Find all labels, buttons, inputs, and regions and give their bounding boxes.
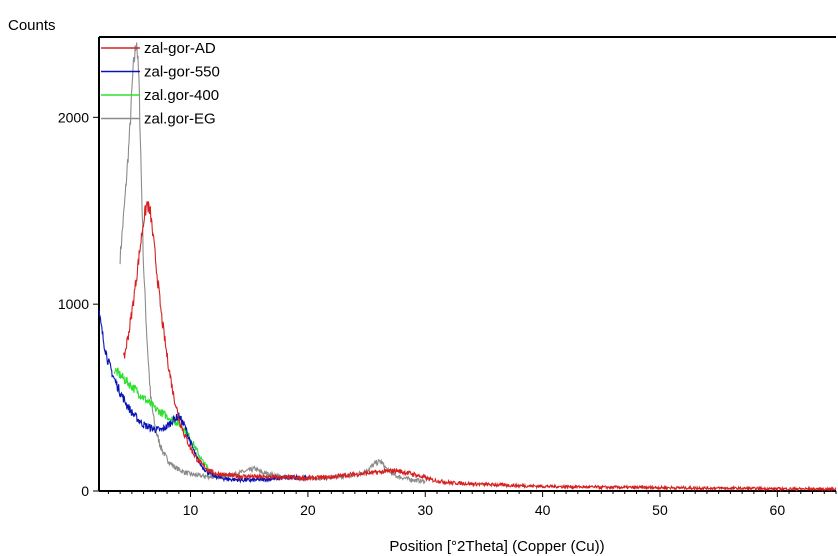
y-tick-label: 2000: [58, 109, 89, 125]
y-axis-label: Counts: [8, 17, 56, 34]
series-line-zal.gor-400: [113, 367, 215, 476]
legend-label: zal-gor-550: [144, 64, 220, 81]
legend-label: zal.gor-EG: [144, 111, 216, 128]
x-axis-label: Position [°2Theta] (Copper (Cu)): [389, 538, 604, 555]
legend-label: zal.gor-400: [144, 87, 219, 104]
series-line-zal.gor-EG: [119, 42, 426, 485]
y-tick-label: 0: [81, 483, 89, 499]
series-layer: [98, 42, 837, 493]
plot-frame: [98, 36, 836, 492]
x-tick-label: 40: [535, 502, 551, 518]
y-tick-label: 1000: [58, 296, 89, 312]
x-tick-label: 60: [770, 502, 786, 518]
legend-label: zal-gor-AD: [144, 40, 216, 57]
x-tick-label: 20: [300, 502, 316, 518]
y-axis: 0 1000 2000: [58, 109, 99, 499]
x-tick-label: 10: [183, 502, 199, 518]
legend: zal-gor-AD zal-gor-550 zal.gor-400 zal.gor-…: [101, 40, 220, 128]
series-line-zal-gor-550: [98, 310, 309, 484]
x-tick-label: 30: [417, 502, 433, 518]
x-tick-label: 50: [652, 502, 668, 518]
x-axis: 10 20 30 40 50 60: [107, 491, 837, 518]
series-line-zal-gor-AD: [123, 201, 837, 493]
